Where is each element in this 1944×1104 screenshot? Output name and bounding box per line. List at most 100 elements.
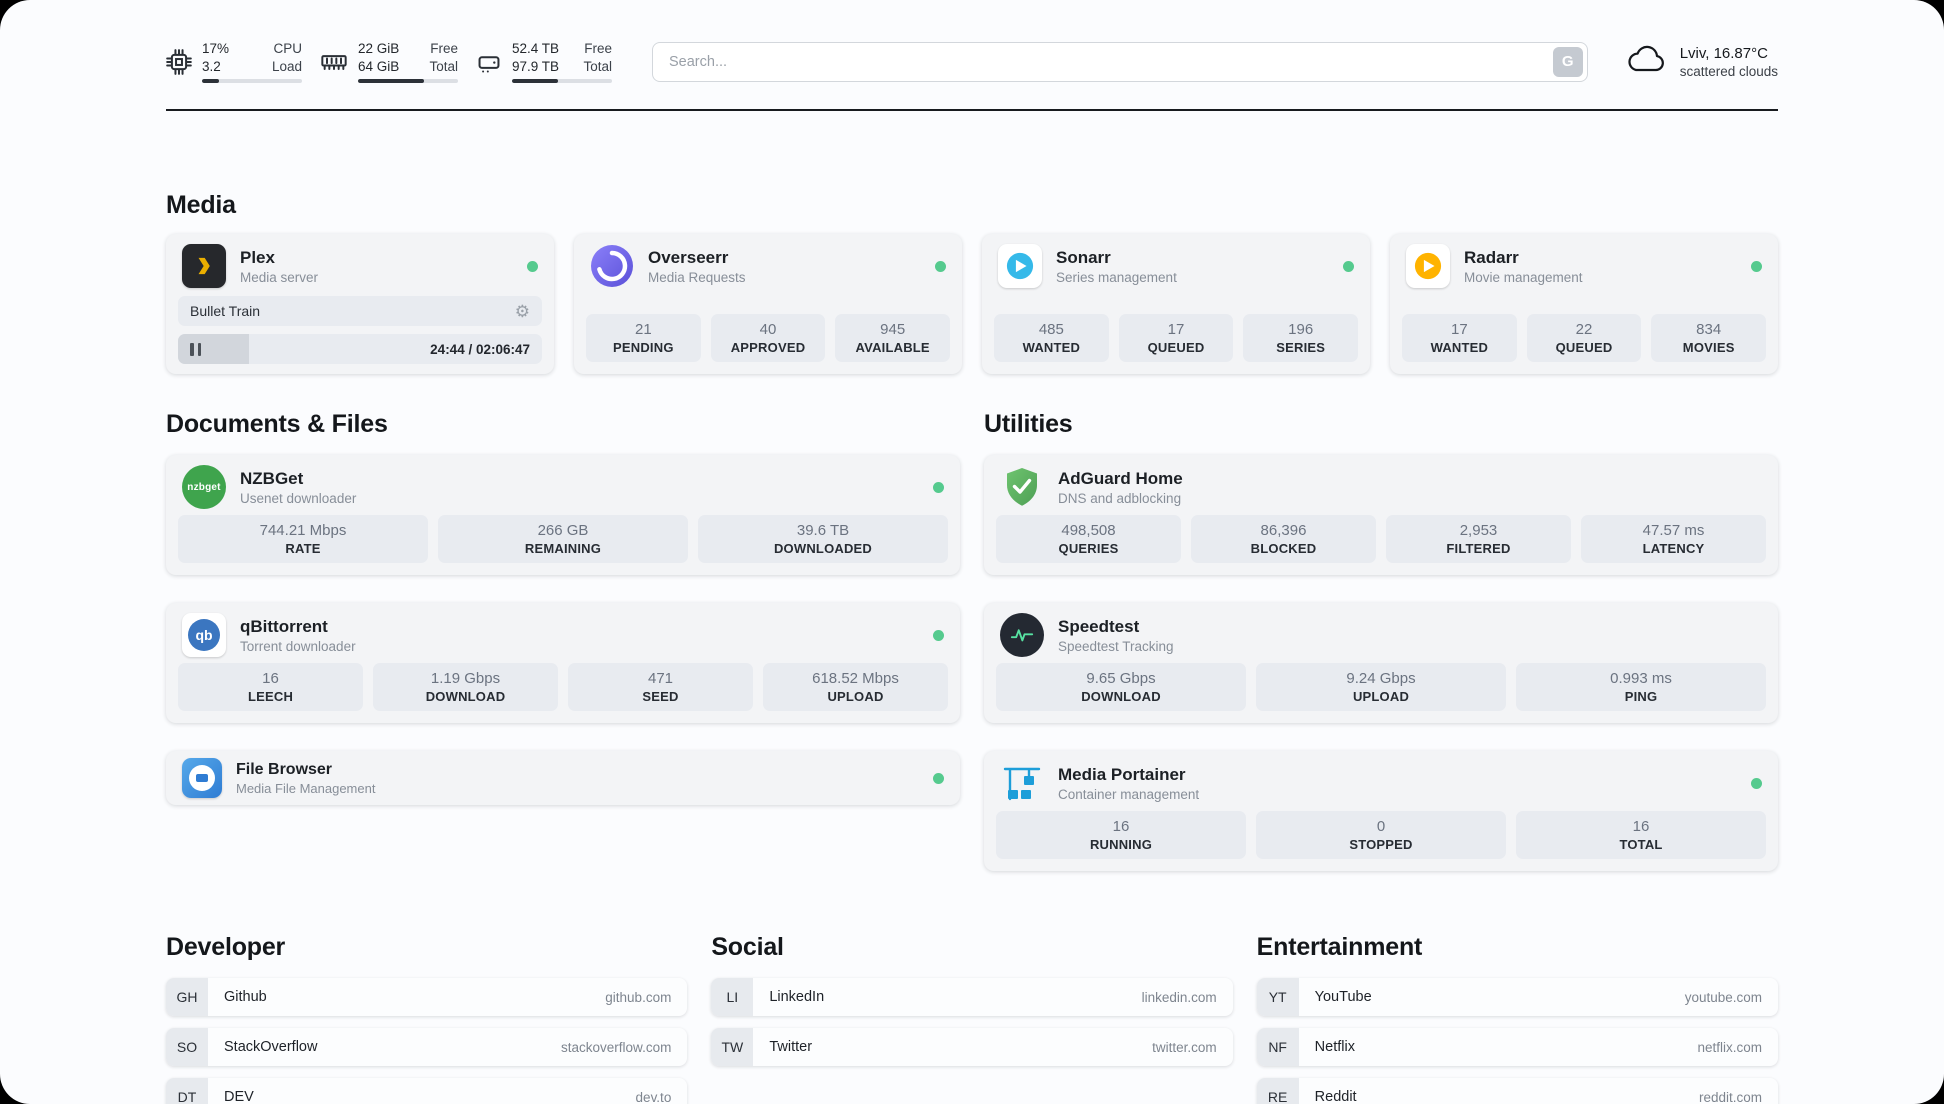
stat-label: MOVIES	[1682, 340, 1735, 356]
stat-value: 1.19 Gbps	[430, 670, 501, 688]
disk-icon	[476, 49, 502, 75]
search-engine-button[interactable]: G	[1552, 46, 1583, 77]
card-nzbget[interactable]: nzbget NZBGet Usenet downloader 744.21 M…	[166, 455, 960, 576]
bookmark-name: StackOverflow	[224, 1039, 318, 1056]
stat-label: RUNNING	[1089, 837, 1153, 853]
stat-value: 485	[1038, 321, 1064, 339]
bookmark-abbr: DT	[166, 1078, 208, 1104]
card-speedtest[interactable]: Speedtest Speedtest Tracking 9.65 Gbps D…	[984, 603, 1778, 724]
cpu-label-top: CPU	[273, 41, 302, 56]
card-plex[interactable]: Plex Media server Bullet Train ⚙ 24:44 /…	[166, 234, 554, 375]
card-adguard[interactable]: AdGuard Home DNS and adblocking 498,508 …	[984, 455, 1778, 576]
stat-filtered: 2,953 FILTERED	[1386, 515, 1571, 564]
stat-value: 834	[1696, 321, 1722, 339]
stat-label: WANTED	[1430, 340, 1489, 356]
card-overseerr[interactable]: Overseerr Media Requests 21 PENDING 40 A…	[574, 234, 962, 375]
search-input[interactable]	[652, 41, 1588, 82]
stat-queued: 22 QUEUED	[1526, 314, 1642, 363]
stat-label: DOWNLOAD	[425, 689, 506, 705]
cpu-load-value: 3.2	[202, 58, 221, 74]
status-dot	[1751, 777, 1762, 789]
bookmark-dev[interactable]: DT DEV dev.to	[166, 1078, 688, 1104]
app-subtitle: Usenet downloader	[240, 490, 357, 506]
stat-value: 0	[1376, 818, 1386, 836]
stat-label: STOPPED	[1349, 837, 1413, 853]
app-name: File Browser	[236, 760, 333, 778]
bookmark-url: youtube.com	[1684, 989, 1762, 1005]
bookmark-url: netflix.com	[1697, 1039, 1762, 1055]
stat-queries: 498,508 QUERIES	[996, 515, 1181, 564]
stat-label: REMAINING	[524, 541, 602, 557]
card-sonarr[interactable]: Sonarr Series management 485 WANTED 17 Q…	[982, 234, 1370, 375]
bookmark-name: Github	[224, 989, 267, 1006]
stat-download: 9.65 Gbps DOWNLOAD	[996, 663, 1246, 712]
card-portainer[interactable]: Media Portainer Container management 16 …	[984, 751, 1778, 872]
stat-value: 39.6 TB	[796, 522, 850, 540]
status-dot	[935, 260, 946, 272]
bookmark-youtube[interactable]: YT YouTube youtube.com	[1256, 978, 1778, 1017]
stat-series: 196 SERIES	[1243, 314, 1359, 363]
nzbget-icon: nzbget	[182, 465, 226, 510]
cpu-monitor: 17% CPU 3.2 Load	[166, 40, 302, 84]
ram-total-value: 64 GiB	[358, 58, 400, 74]
bookmark-abbr: SO	[166, 1028, 208, 1067]
bookmark-github[interactable]: GH Github github.com	[166, 978, 688, 1017]
app-subtitle: Speedtest Tracking	[1058, 638, 1174, 654]
app-name: AdGuard Home	[1058, 468, 1183, 488]
bookmark-url: twitter.com	[1152, 1039, 1217, 1055]
status-dot	[527, 260, 538, 272]
bookmark-reddit[interactable]: RE Reddit reddit.com	[1256, 1078, 1778, 1104]
gear-icon[interactable]: ⚙	[514, 301, 530, 321]
disk-total-value: 97.9 TB	[512, 58, 560, 74]
bookmark-netflix[interactable]: NF Netflix netflix.com	[1256, 1028, 1778, 1067]
app-name: Overseerr	[648, 247, 729, 267]
status-dot	[1343, 260, 1354, 272]
bookmark-twitter[interactable]: TW Twitter twitter.com	[711, 1028, 1233, 1067]
bookmark-linkedin[interactable]: LI LinkedIn linkedin.com	[711, 978, 1233, 1017]
bookmark-name: YouTube	[1314, 989, 1372, 1006]
stat-value: 196	[1288, 321, 1314, 339]
pause-icon[interactable]	[190, 342, 201, 356]
section-heading-media: Media	[166, 191, 236, 220]
bookmark-abbr: NF	[1256, 1028, 1299, 1067]
bookmarks-entertainment: Entertainment YT YouTube youtube.com NF …	[1256, 933, 1778, 1104]
stat-wanted: 17 WANTED	[1402, 314, 1517, 363]
bookmark-url: linkedin.com	[1141, 989, 1217, 1005]
disk-label-bottom: Total	[583, 58, 612, 74]
ram-monitor: 22 GiB Free 64 GiB Total	[320, 40, 458, 84]
section-heading-developer: Developer	[166, 933, 286, 962]
bookmark-stackoverflow[interactable]: SO StackOverflow stackoverflow.com	[166, 1028, 688, 1067]
stat-available: 945 AVAILABLE	[835, 314, 951, 363]
stat-value: 16	[1632, 818, 1650, 836]
cpu-usage-value: 17%	[202, 41, 230, 56]
radarr-icon	[1406, 244, 1450, 289]
app-subtitle: DNS and adblocking	[1058, 490, 1182, 506]
bookmark-abbr: LI	[711, 978, 754, 1017]
card-qbittorrent[interactable]: qb qBittorrent Torrent downloader 16 LEE…	[166, 603, 960, 724]
status-dot	[1751, 260, 1762, 272]
plex-icon	[182, 244, 226, 289]
card-radarr[interactable]: Radarr Movie management 17 WANTED 22 QUE…	[1390, 234, 1778, 375]
stat-value: 16	[1112, 818, 1130, 836]
sonarr-icon	[998, 244, 1042, 289]
section-heading-entertainment: Entertainment	[1256, 933, 1423, 962]
qbittorrent-icon-label: qb	[195, 627, 213, 644]
bookmark-name: DEV	[224, 1089, 254, 1104]
adguard-icon	[1000, 465, 1044, 509]
stat-download: 1.19 Gbps DOWNLOAD	[373, 663, 558, 712]
ram-progress-fill	[358, 79, 424, 84]
stat-wanted: 485 WANTED	[994, 314, 1109, 363]
ram-icon	[320, 49, 348, 75]
bookmark-url: dev.to	[635, 1089, 672, 1104]
bookmark-name: Reddit	[1314, 1089, 1357, 1104]
stat-upload: 618.52 Mbps UPLOAD	[763, 663, 948, 712]
nzbget-icon-label: nzbget	[187, 481, 221, 493]
now-playing-title: Bullet Train	[190, 303, 261, 320]
stat-label: LEECH	[247, 689, 294, 705]
card-filebrowser[interactable]: File Browser Media File Management	[166, 751, 960, 806]
app-subtitle: Series management	[1056, 269, 1177, 285]
stat-value: 22	[1575, 321, 1593, 339]
disk-monitor: 52.4 TB Free 97.9 TB Total	[476, 40, 612, 84]
app-name: Media Portainer	[1058, 764, 1186, 784]
